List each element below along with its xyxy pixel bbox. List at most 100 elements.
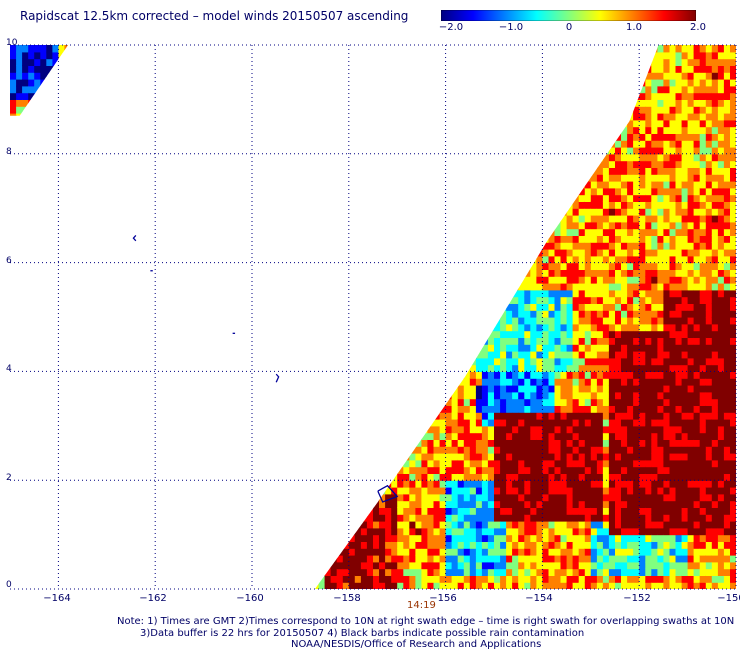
heatmap-cell: [185, 480, 193, 488]
heatmap-cell: [312, 147, 320, 155]
heatmap-cell: [306, 371, 314, 379]
heatmap-cell: [155, 187, 162, 196]
heatmap-cell: [366, 351, 374, 359]
heatmap-cell: [64, 419, 72, 427]
heatmap-cell: [124, 480, 132, 488]
heatmap-cell: [40, 493, 47, 502]
heatmap-cell: [203, 439, 211, 447]
heatmap-cell: [131, 255, 138, 264]
heatmap-cell: [282, 385, 289, 393]
heatmap-cell: [58, 330, 65, 338]
heatmap-cell: [252, 310, 259, 318]
heatmap-cell: [155, 160, 162, 168]
heatmap-cell: [124, 242, 132, 250]
heatmap-cell: [34, 493, 41, 502]
heatmap-cell: [324, 317, 332, 325]
heatmap-cell: [215, 283, 223, 291]
heatmap-cell: [360, 160, 368, 168]
heatmap-cell: [46, 507, 53, 515]
heatmap-cell: [76, 432, 84, 440]
heatmap-cell: [215, 419, 223, 427]
heatmap-cell: [112, 126, 120, 134]
heatmap-cell: [312, 466, 320, 474]
heatmap-cell: [221, 527, 229, 536]
heatmap-cell: [179, 541, 186, 549]
heatmap-cell: [185, 187, 193, 196]
heatmap-cell: [173, 153, 180, 162]
heatmap-cell: [258, 330, 265, 338]
heatmap-cell: [106, 228, 114, 236]
heatmap-cell: [294, 153, 302, 162]
heatmap-cell: [131, 480, 138, 488]
heatmap-cell: [258, 85, 265, 94]
heatmap-cell: [76, 357, 84, 366]
heatmap-cell: [40, 344, 47, 352]
heatmap-cell: [385, 405, 392, 413]
heatmap-cell: [76, 351, 84, 359]
heatmap-cell: [131, 432, 138, 440]
heatmap-cell: [46, 221, 53, 230]
heatmap-cell: [252, 113, 259, 121]
heatmap-cell: [276, 555, 283, 563]
heatmap-cell: [100, 126, 108, 134]
heatmap-cell: [22, 500, 29, 508]
heatmap-cell: [239, 92, 247, 100]
heatmap-cell: [112, 371, 120, 379]
heatmap-cell: [215, 582, 223, 589]
heatmap-cell: [10, 419, 17, 427]
heatmap-cell: [300, 555, 307, 563]
heatmap-cell: [336, 575, 344, 583]
heatmap-cell: [270, 140, 277, 148]
heatmap-cell: [233, 310, 241, 318]
heatmap-cell: [118, 337, 126, 345]
heatmap-cell: [118, 391, 126, 400]
heatmap-cell: [100, 187, 108, 196]
heatmap-cell: [22, 289, 29, 298]
heatmap-cell: [294, 514, 302, 522]
heatmap-cell: [294, 493, 302, 502]
heatmap-cell: [118, 140, 126, 148]
heatmap-cell: [76, 330, 84, 338]
heatmap-cell: [318, 575, 326, 583]
heatmap-cell: [191, 269, 199, 277]
heatmap-cell: [366, 45, 374, 53]
heatmap-cell: [258, 296, 265, 304]
heatmap-cell: [28, 310, 35, 318]
heatmap-cell: [22, 487, 29, 495]
heatmap-cell: [112, 534, 120, 542]
heatmap-cell: [82, 228, 90, 236]
heatmap-cell: [185, 582, 193, 589]
heatmap-cell: [373, 575, 380, 583]
heatmap-cell: [221, 262, 229, 270]
heatmap-cell: [161, 351, 168, 359]
heatmap-cell: [52, 453, 59, 461]
heatmap-cell: [258, 575, 265, 583]
heatmap-cell: [348, 92, 356, 100]
heatmap-cell: [70, 568, 78, 576]
heatmap-cell: [324, 412, 332, 420]
heatmap-cell: [100, 310, 108, 318]
heatmap-cell: [34, 72, 41, 80]
heatmap-cell: [270, 527, 277, 536]
heatmap-cell: [300, 58, 307, 66]
heatmap-cell: [46, 337, 53, 345]
heatmap-cell: [112, 167, 120, 175]
heatmap-cell: [336, 65, 344, 73]
heatmap-cell: [379, 283, 386, 291]
heatmap-cell: [379, 330, 386, 338]
heatmap-cell: [324, 446, 332, 454]
heatmap-cell: [288, 521, 295, 529]
heatmap-cell: [270, 507, 277, 515]
heatmap-cell: [94, 147, 102, 155]
heatmap-cell: [324, 371, 332, 379]
heatmap-cell: [100, 276, 108, 284]
heatmap-cell: [264, 65, 271, 73]
heatmap-cell: [22, 181, 29, 189]
heatmap-cell: [227, 153, 235, 162]
heatmap-cell: [10, 412, 17, 420]
heatmap-cell: [221, 493, 229, 502]
heatmap-cell: [318, 385, 326, 393]
heatmap-cell: [233, 405, 241, 413]
heatmap-cell: [264, 391, 271, 400]
heatmap-cell: [112, 79, 120, 87]
